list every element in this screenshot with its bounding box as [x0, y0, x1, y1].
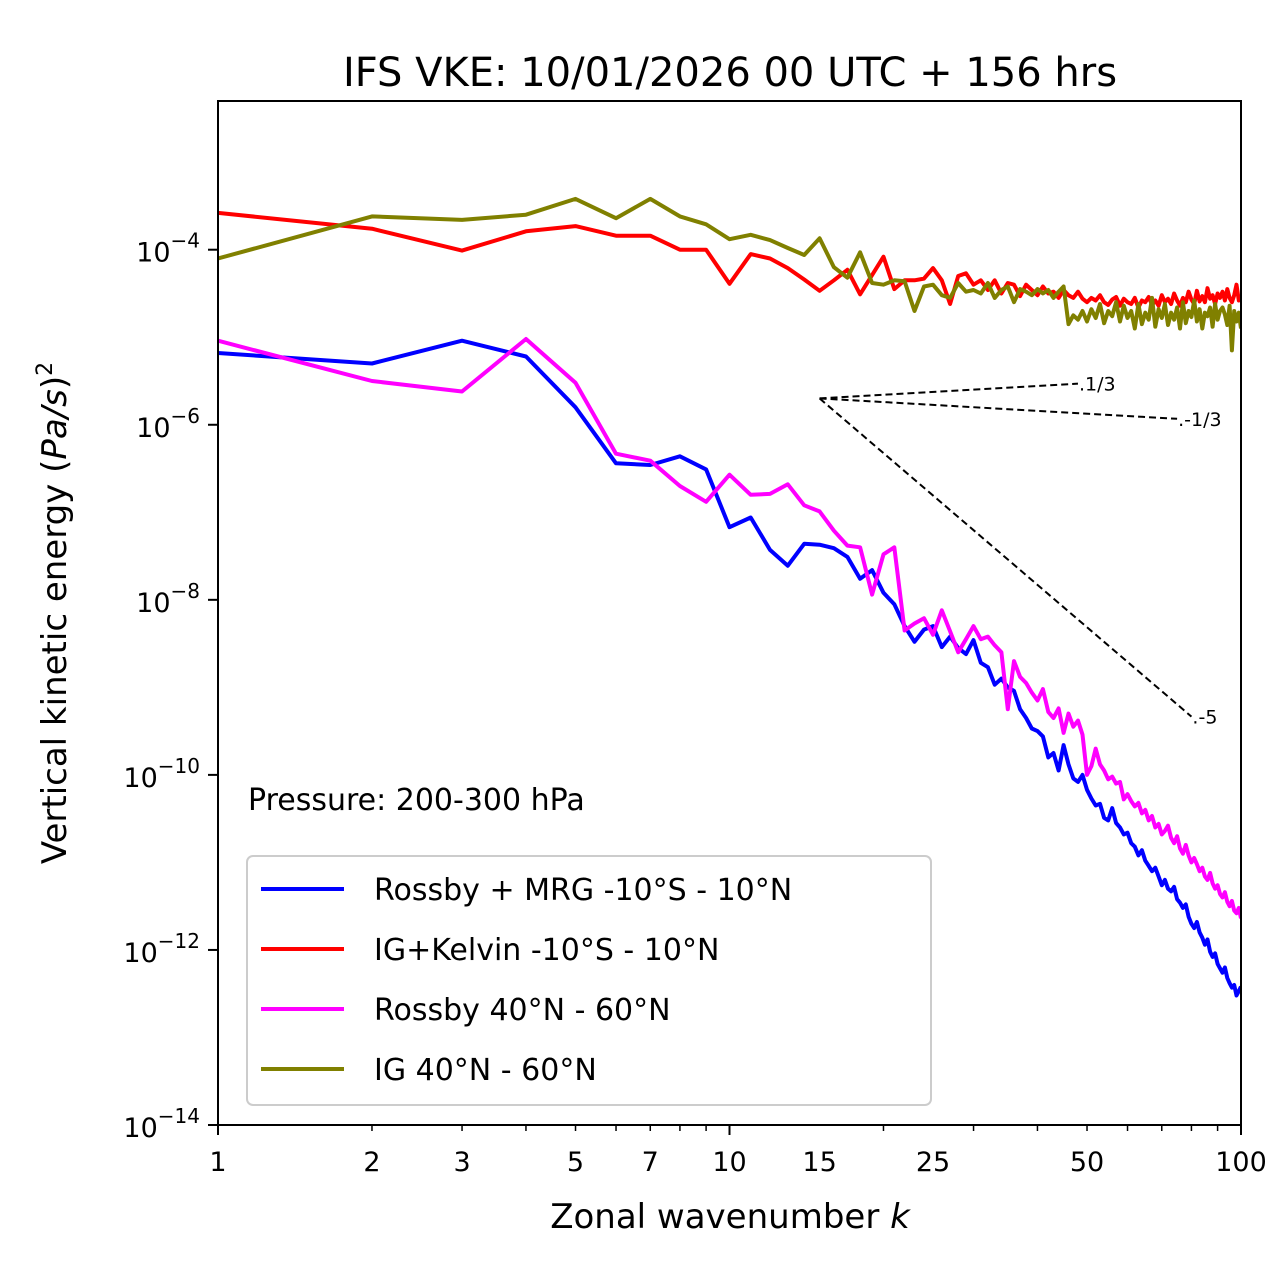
y-tick-label: 10−8 — [136, 579, 200, 619]
series-layer — [218, 196, 1241, 998]
reference-slope-line-0 — [819, 382, 1079, 400]
x-tick-label: 100 — [1215, 1147, 1267, 1178]
y-axis: 10−4 10−6 10−8 10−10 10−12 10−14 — [123, 229, 218, 1144]
x-tick-label: 5 — [567, 1147, 584, 1178]
x-tick-label: 25 — [916, 1147, 950, 1178]
y-tick-label: 10−4 — [136, 229, 200, 269]
x-axis-label-main: Zonal wavenumber — [550, 1197, 890, 1237]
x-tick-label: 15 — [802, 1147, 836, 1178]
y-axis-label: Vertical kinetic energy (Pa/s)2 — [33, 362, 75, 864]
legend-label-0: Rossby + MRG -10°S - 10°N — [374, 873, 792, 908]
legend-box — [246, 855, 932, 1106]
y-tick-label: 10−6 — [136, 404, 200, 444]
chart-title: IFS VKE: 10/01/2026 00 UTC + 156 hrs — [343, 50, 1117, 96]
reference-slope-label-0: .1/3 — [1079, 374, 1116, 396]
x-tick-label: 2 — [363, 1147, 380, 1178]
x-axis-label-var: k — [890, 1197, 911, 1237]
legend-label-1: IG+Kelvin -10°S - 10°N — [374, 933, 719, 968]
series-line-2 — [218, 337, 1241, 919]
x-axis-label: Zonal wavenumber k — [550, 1197, 911, 1237]
x-tick-label: 1 — [209, 1147, 226, 1178]
x-tick-label: 3 — [453, 1147, 470, 1178]
y-axis-label-var: Pa/s — [35, 389, 75, 460]
series-line-0 — [218, 338, 1241, 998]
series-line-1 — [218, 210, 1241, 310]
x-tick-label: 50 — [1070, 1147, 1104, 1178]
y-axis-label-exp: 2 — [33, 362, 58, 376]
pressure-annotation: Pressure: 200-300 hPa — [248, 783, 585, 818]
reference-slope-line-2 — [818, 397, 1193, 718]
x-tick-label: 10 — [712, 1147, 746, 1178]
reference-slopes: .1/3 .-1/3 .-5 — [818, 374, 1222, 729]
y-tick-label: 10−10 — [123, 754, 200, 794]
legend-label-3: IG 40°N - 60°N — [374, 1053, 597, 1088]
x-axis: 1 2 3 5 7 10 15 25 50 100 — [209, 1125, 1267, 1178]
y-tick-label: 10−14 — [123, 1104, 200, 1144]
reference-slope-label-1: .-1/3 — [1178, 409, 1221, 431]
y-tick-label: 10−12 — [123, 929, 200, 969]
y-axis-label-close: ) — [35, 376, 75, 389]
series-line-3 — [218, 196, 1241, 353]
reference-slope-line-1 — [819, 397, 1178, 420]
reference-slope-label-2: .-5 — [1192, 707, 1217, 729]
x-tick-label: 7 — [642, 1147, 659, 1178]
y-axis-label-main: Vertical kinetic energy ( — [35, 460, 75, 865]
legend: Rossby + MRG -10°S - 10°N IG+Kelvin -10°S… — [246, 855, 932, 1106]
legend-label-2: Rossby 40°N - 60°N — [374, 993, 671, 1028]
